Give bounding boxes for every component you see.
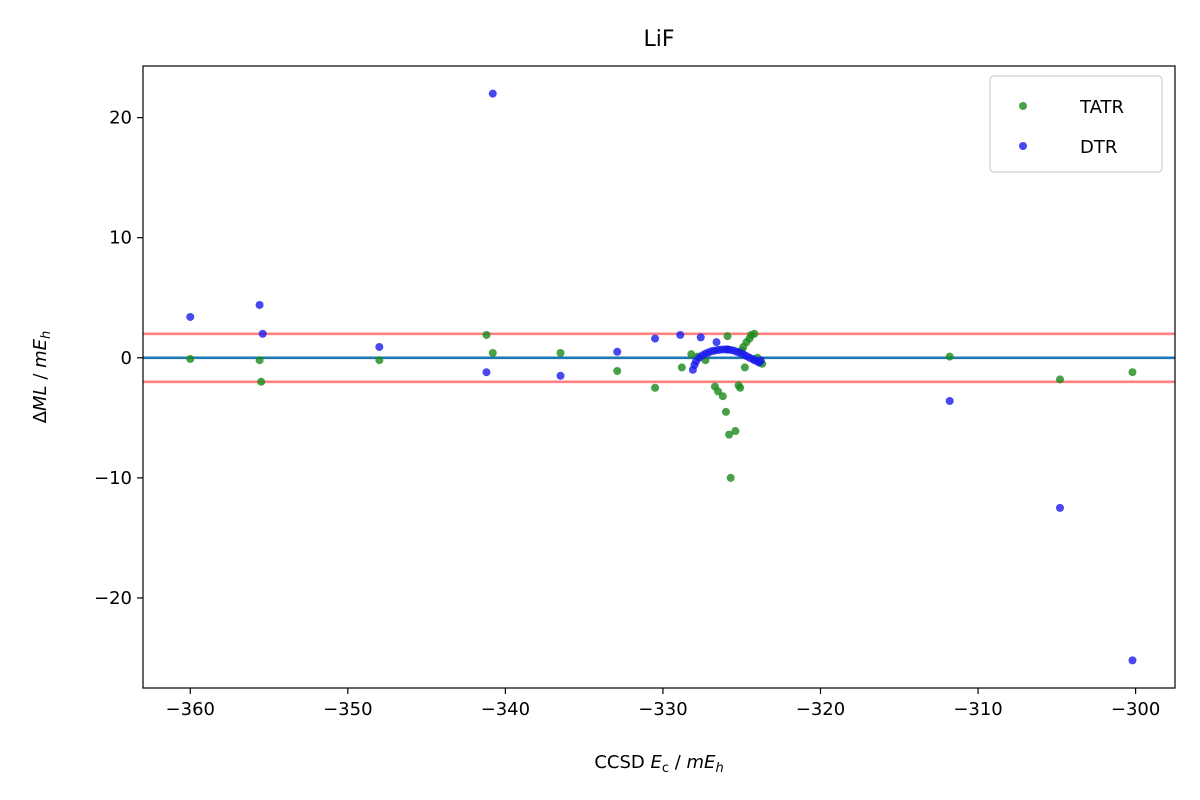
x-tick-label: −340	[481, 699, 530, 720]
x-tick-label: −310	[953, 699, 1002, 720]
data-point-tatr-22	[723, 332, 732, 341]
x-tick-label: −360	[166, 699, 215, 720]
data-point-dtr-6	[556, 371, 565, 380]
y-tick-label: −10	[94, 468, 132, 489]
data-point-tatr-4	[482, 330, 491, 339]
data-point-tatr-17	[725, 430, 734, 439]
data-point-dtr-9	[676, 330, 685, 339]
data-point-tatr-25	[740, 363, 749, 372]
data-point-tatr-7	[613, 366, 622, 375]
plot-area	[143, 89, 1175, 665]
data-point-dtr-4	[482, 368, 491, 377]
data-point-tatr-6	[556, 348, 565, 357]
y-tick-label: 10	[109, 228, 132, 249]
data-point-tatr-2	[257, 377, 266, 386]
x-axis: −360 −350 −340 −330 −320 −310 −300	[166, 688, 1160, 720]
chart-title: LiF	[643, 27, 674, 52]
data-point-tatr-10	[687, 350, 696, 359]
data-point-tatr-29	[750, 329, 759, 338]
plot-frame	[142, 65, 1176, 689]
data-point-tatr-19	[731, 427, 740, 436]
data-point-dtr-37	[756, 356, 765, 365]
data-point-dtr-1	[255, 300, 264, 309]
data-point-dtr-0	[186, 312, 195, 321]
y-tick-label: 20	[109, 108, 132, 129]
legend-label-tatr: TATR	[1079, 97, 1124, 118]
y-tick-label: −20	[94, 588, 132, 609]
data-point-tatr-0	[186, 354, 195, 363]
data-point-dtr-38	[945, 397, 954, 406]
data-point-dtr-8	[651, 334, 660, 343]
data-point-tatr-35	[1128, 368, 1137, 377]
data-point-dtr-39	[1055, 503, 1064, 512]
legend-box	[989, 75, 1163, 173]
data-point-tatr-34	[1055, 375, 1064, 384]
data-point-tatr-33	[945, 352, 954, 361]
x-tick-label: −330	[638, 699, 687, 720]
data-point-tatr-15	[718, 392, 727, 401]
data-point-tatr-16	[721, 407, 730, 416]
x-tick-label: −350	[323, 699, 372, 720]
y-axis-label: ΔML / mEh	[30, 331, 54, 424]
data-point-tatr-18	[726, 473, 735, 482]
legend-marker-tatr	[1019, 102, 1027, 110]
data-point-dtr-11	[712, 338, 721, 347]
data-point-dtr-3	[375, 342, 384, 351]
x-tick-label: −300	[1111, 699, 1160, 720]
data-point-dtr-2	[258, 329, 267, 338]
legend-label-dtr: DTR	[1080, 137, 1117, 158]
data-point-dtr-5	[488, 89, 497, 98]
data-point-dtr-7	[613, 347, 622, 356]
data-point-tatr-9	[677, 363, 686, 372]
data-point-tatr-1	[255, 356, 264, 365]
legend: TATR DTR	[989, 75, 1163, 173]
data-point-tatr-3	[375, 356, 384, 365]
data-point-tatr-5	[488, 348, 497, 357]
x-tick-label: −320	[796, 699, 845, 720]
data-point-tatr-21	[736, 383, 745, 392]
y-tick-label: 0	[121, 348, 132, 369]
data-point-dtr-40	[1128, 656, 1137, 665]
series-dtr	[186, 89, 1137, 665]
y-axis: −20 −10 0 10 20	[94, 108, 143, 609]
data-point-dtr-10	[696, 333, 705, 342]
legend-marker-dtr	[1019, 142, 1027, 150]
x-axis-label: CCSD Ec / mEh	[594, 752, 723, 776]
data-point-tatr-8	[651, 383, 660, 392]
